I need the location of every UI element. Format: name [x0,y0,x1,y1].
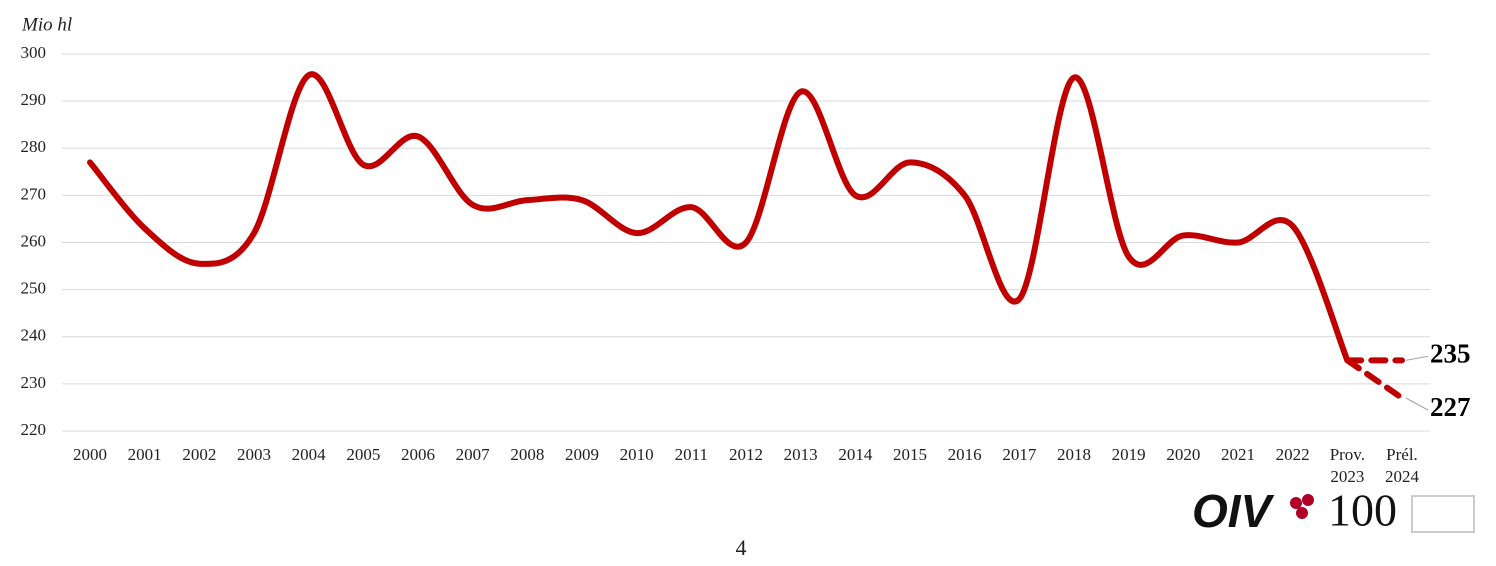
y-tick-label: 290 [21,90,47,109]
y-tick-label: 280 [21,137,47,156]
x-tick-label: 2016 [947,445,982,464]
logo-building [1411,495,1475,533]
x-tick-label: Prov. 2023 [1329,445,1365,486]
line [87,71,1351,364]
logo: OIV [1192,485,1275,537]
x-tick-label: 2003 [237,445,271,464]
x-tick-label: 2004 [291,445,326,464]
x-tick-label: 2011 [674,445,709,464]
logo-number: 100 [1328,485,1397,536]
logo-grape [1302,494,1314,506]
x-tick-label: 2022 [1275,445,1310,464]
y-tick-label: 240 [21,326,47,345]
x-tick-label: 2014 [838,445,873,464]
x-tick-label: 2019 [1111,445,1146,464]
x-tick-label: 2005 [346,445,381,464]
data-label: 235 [1430,339,1471,369]
x-tick-label: 2013 [783,445,818,464]
x-tick-label: 2006 [401,445,435,464]
x-tick-label: 2000 [73,445,107,464]
y-tick-label: 230 [21,373,47,392]
x-tick-label: 2002 [182,445,217,464]
y-tick-label: 260 [21,231,47,250]
y-tick-label: 220 [21,420,47,439]
y-axis-label: Mio hl [21,14,72,35]
y-tick-label: 300 [21,43,47,62]
x-tick-label: 2010 [619,445,654,464]
y-tick-label: 250 [21,279,47,298]
page-number: 4 [736,535,747,560]
x-tick-label: 2012 [729,445,763,464]
line [1344,357,1405,402]
x-tick-label: 2020 [1166,445,1201,464]
x-tick-label: 2018 [1057,445,1091,464]
x-tick-label: 2009 [565,445,599,464]
label-leader [1405,397,1429,411]
y-tick-label: 270 [21,184,47,203]
x-tick-label: 2017 [1002,445,1037,464]
logo-grape [1296,507,1308,519]
data-label: 227 [1430,392,1471,422]
x-tick-label: 2001 [127,445,162,464]
x-tick-label: 2015 [893,445,927,464]
x-tick-label: 2021 [1221,445,1255,464]
logo-grape [1290,497,1302,509]
label-leader [1405,355,1429,361]
x-tick-label: 2007 [455,445,490,464]
x-tick-label: Prél. 2024 [1385,445,1419,486]
x-tick-label: 2008 [510,445,545,464]
